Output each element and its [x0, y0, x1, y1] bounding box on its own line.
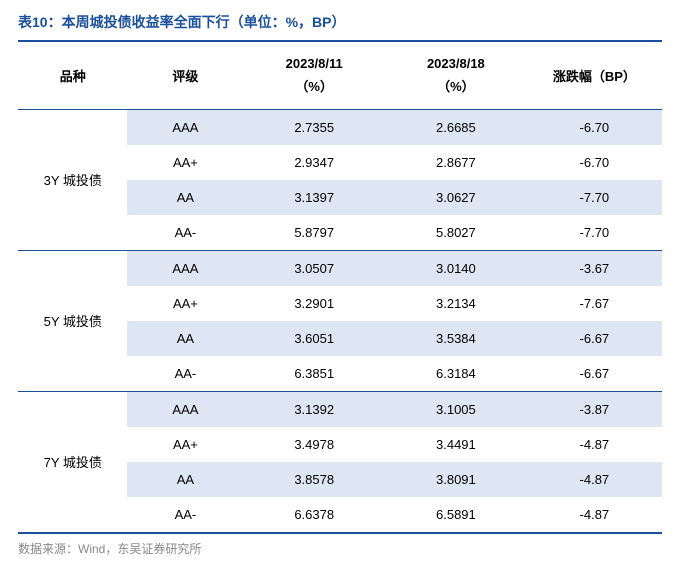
- rating-cell: AA-: [127, 215, 243, 251]
- rating-cell: AA-: [127, 356, 243, 392]
- change-cell: -7.70: [527, 180, 662, 215]
- rating-cell: AA-: [127, 497, 243, 533]
- value2-cell: 3.1005: [385, 391, 527, 427]
- col-date2: 2023/8/18 （%）: [385, 41, 527, 109]
- value2-cell: 3.5384: [385, 321, 527, 356]
- col-date1: 2023/8/11 （%）: [243, 41, 385, 109]
- col-category: 品种: [18, 41, 127, 109]
- rating-cell: AA: [127, 321, 243, 356]
- value1-cell: 3.0507: [243, 250, 385, 286]
- value1-cell: 3.6051: [243, 321, 385, 356]
- header-row: 品种 评级 2023/8/11 （%） 2023/8/18 （%） 涨跌幅（BP…: [18, 41, 662, 109]
- change-cell: -7.70: [527, 215, 662, 251]
- col-date2-line2: （%）: [391, 75, 521, 98]
- change-cell: -4.87: [527, 427, 662, 462]
- value1-cell: 6.6378: [243, 497, 385, 533]
- rating-cell: AAA: [127, 250, 243, 286]
- value2-cell: 3.0140: [385, 250, 527, 286]
- change-cell: -7.67: [527, 286, 662, 321]
- rating-cell: AA: [127, 180, 243, 215]
- value2-cell: 6.3184: [385, 356, 527, 392]
- rating-cell: AA+: [127, 286, 243, 321]
- change-cell: -3.67: [527, 250, 662, 286]
- value2-cell: 2.8677: [385, 145, 527, 180]
- change-cell: -6.70: [527, 145, 662, 180]
- yield-table: 品种 评级 2023/8/11 （%） 2023/8/18 （%） 涨跌幅（BP…: [18, 40, 662, 534]
- table-row: 5Y 城投债AAA3.05073.0140-3.67: [18, 250, 662, 286]
- value2-cell: 2.6685: [385, 109, 527, 145]
- value1-cell: 3.1392: [243, 391, 385, 427]
- rating-cell: AA+: [127, 145, 243, 180]
- change-cell: -3.87: [527, 391, 662, 427]
- value1-cell: 6.3851: [243, 356, 385, 392]
- change-cell: -6.70: [527, 109, 662, 145]
- value2-cell: 3.4491: [385, 427, 527, 462]
- value1-cell: 3.1397: [243, 180, 385, 215]
- value2-cell: 3.0627: [385, 180, 527, 215]
- change-cell: -6.67: [527, 321, 662, 356]
- category-cell: 3Y 城投债: [18, 109, 127, 250]
- rating-cell: AAA: [127, 391, 243, 427]
- value1-cell: 3.2901: [243, 286, 385, 321]
- data-source: 数据来源：Wind，东吴证券研究所: [18, 540, 662, 557]
- col-date1-line1: 2023/8/11: [249, 52, 379, 75]
- value1-cell: 3.4978: [243, 427, 385, 462]
- rating-cell: AAA: [127, 109, 243, 145]
- col-change: 涨跌幅（BP）: [527, 41, 662, 109]
- table-title: 表10：本周城投债收益率全面下行（单位：%，BP）: [18, 12, 662, 32]
- value1-cell: 3.8578: [243, 462, 385, 497]
- category-cell: 7Y 城投债: [18, 391, 127, 533]
- category-cell: 5Y 城投债: [18, 250, 127, 391]
- value2-cell: 3.8091: [385, 462, 527, 497]
- rating-cell: AA+: [127, 427, 243, 462]
- change-cell: -6.67: [527, 356, 662, 392]
- table-row: 7Y 城投债AAA3.13923.1005-3.87: [18, 391, 662, 427]
- col-rating: 评级: [127, 41, 243, 109]
- rating-cell: AA: [127, 462, 243, 497]
- table-row: 3Y 城投债AAA2.73552.6685-6.70: [18, 109, 662, 145]
- value2-cell: 3.2134: [385, 286, 527, 321]
- change-cell: -4.87: [527, 462, 662, 497]
- change-cell: -4.87: [527, 497, 662, 533]
- value1-cell: 5.8797: [243, 215, 385, 251]
- value1-cell: 2.9347: [243, 145, 385, 180]
- value1-cell: 2.7355: [243, 109, 385, 145]
- value2-cell: 6.5891: [385, 497, 527, 533]
- value2-cell: 5.8027: [385, 215, 527, 251]
- col-date1-line2: （%）: [249, 75, 379, 98]
- col-date2-line1: 2023/8/18: [391, 52, 521, 75]
